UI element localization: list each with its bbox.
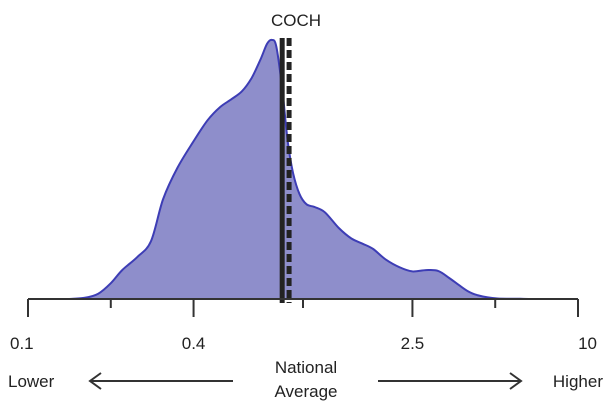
density-area <box>68 39 529 299</box>
x-tick-label: 0.4 <box>182 334 206 353</box>
national-average-line1: National <box>275 358 337 377</box>
lower-label: Lower <box>8 372 55 391</box>
national-average-line2: Average <box>274 382 337 401</box>
x-tick-label: 0.1 <box>10 334 34 353</box>
x-tick-label: 2.5 <box>401 334 425 353</box>
x-tick-label: 10 <box>578 334 597 353</box>
right-arrow-icon <box>378 372 523 390</box>
left-arrow-icon <box>88 372 233 390</box>
chart-title: COCH <box>271 11 321 30</box>
density-outline <box>68 38 529 300</box>
higher-label: Higher <box>553 372 603 391</box>
x-axis-ticks: 0.1 0.4 2.5 10 <box>10 299 597 353</box>
